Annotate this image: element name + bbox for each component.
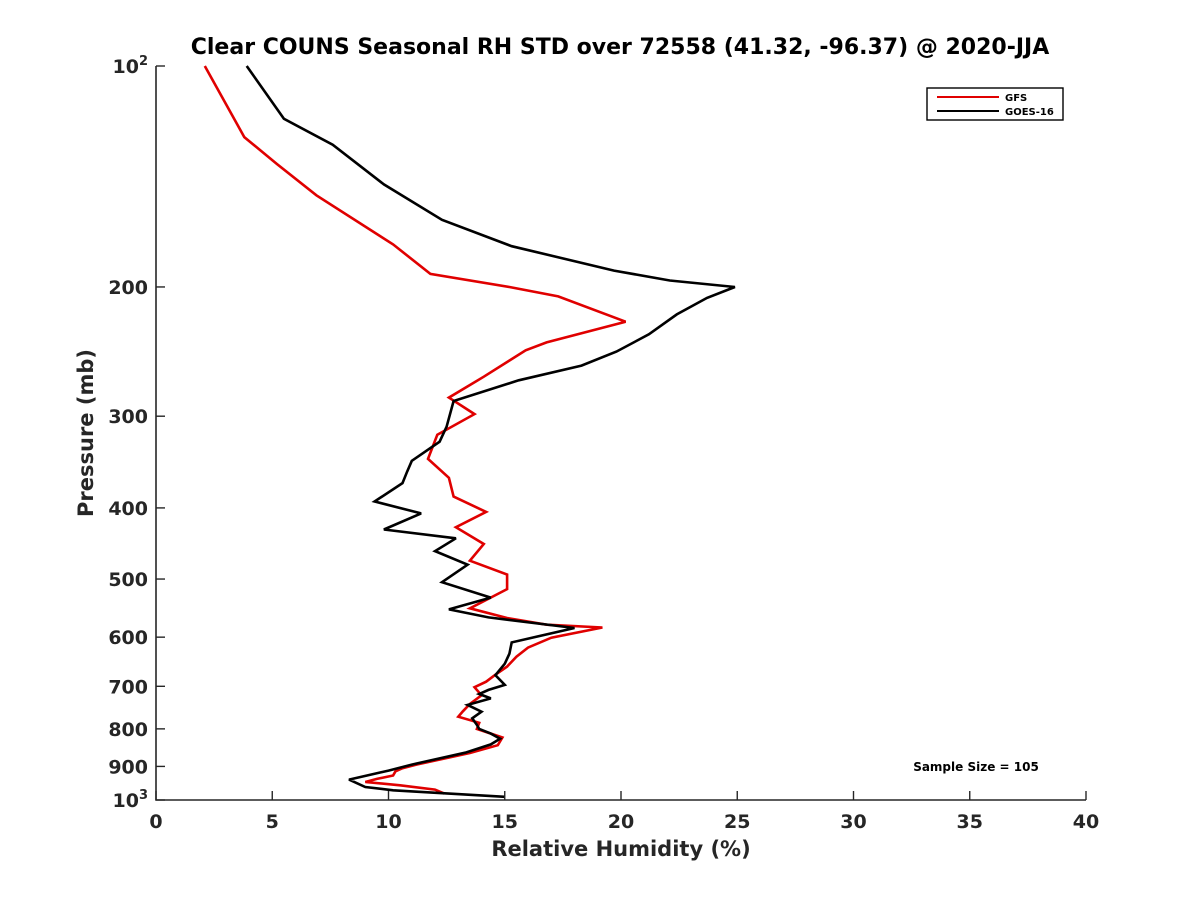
x-tick-label: 10: [375, 811, 401, 833]
y-tick-label: 600: [108, 627, 148, 649]
y-tick-label: 300: [108, 406, 148, 428]
sample-size-annotation: Sample Size = 105: [913, 760, 1039, 774]
x-axis-ticks: 0 5 10 15 20 25 30 35 40: [149, 791, 1099, 833]
y-axis-label: Pressure (mb): [74, 349, 98, 517]
y-tick-label: 500: [108, 569, 148, 591]
series-layer: [203, 65, 736, 799]
legend-label-goes16: GOES-16: [1005, 107, 1054, 118]
y-tick-label: 102: [113, 54, 149, 78]
x-tick-label: 25: [724, 811, 750, 833]
y-tick-label: 900: [108, 756, 148, 778]
series-line-goes16: [245, 65, 736, 799]
legend-label-gfs: GFS: [1005, 93, 1027, 104]
x-tick-label: 0: [149, 811, 162, 833]
y-tick-label: 200: [108, 277, 148, 299]
y-tick-label: 103: [113, 788, 149, 812]
legend-box: [926, 87, 1064, 121]
x-axis-label: Relative Humidity (%): [491, 837, 750, 861]
x-tick-label: 5: [266, 811, 279, 833]
y-tick-label: 800: [108, 719, 148, 741]
y-axis-ticks: 102 200 300 400 500 600 700 800 900 103: [108, 54, 165, 812]
y-tick-label: 400: [108, 498, 148, 520]
x-tick-label: 15: [492, 811, 518, 833]
x-tick-label: 30: [840, 811, 866, 833]
x-tick-label: 35: [957, 811, 983, 833]
chart-title: Clear COUNS Seasonal RH STD over 72558 (…: [191, 35, 1050, 60]
x-tick-label: 40: [1073, 811, 1099, 833]
x-tick-label: 20: [608, 811, 634, 833]
legend: GFS GOES-16: [926, 87, 1064, 121]
y-tick-label: 700: [108, 676, 148, 698]
plot-area: 0 5 10 15 20 25 30 35 40 102 200 300 400 500 600 700 80…: [108, 54, 1099, 833]
